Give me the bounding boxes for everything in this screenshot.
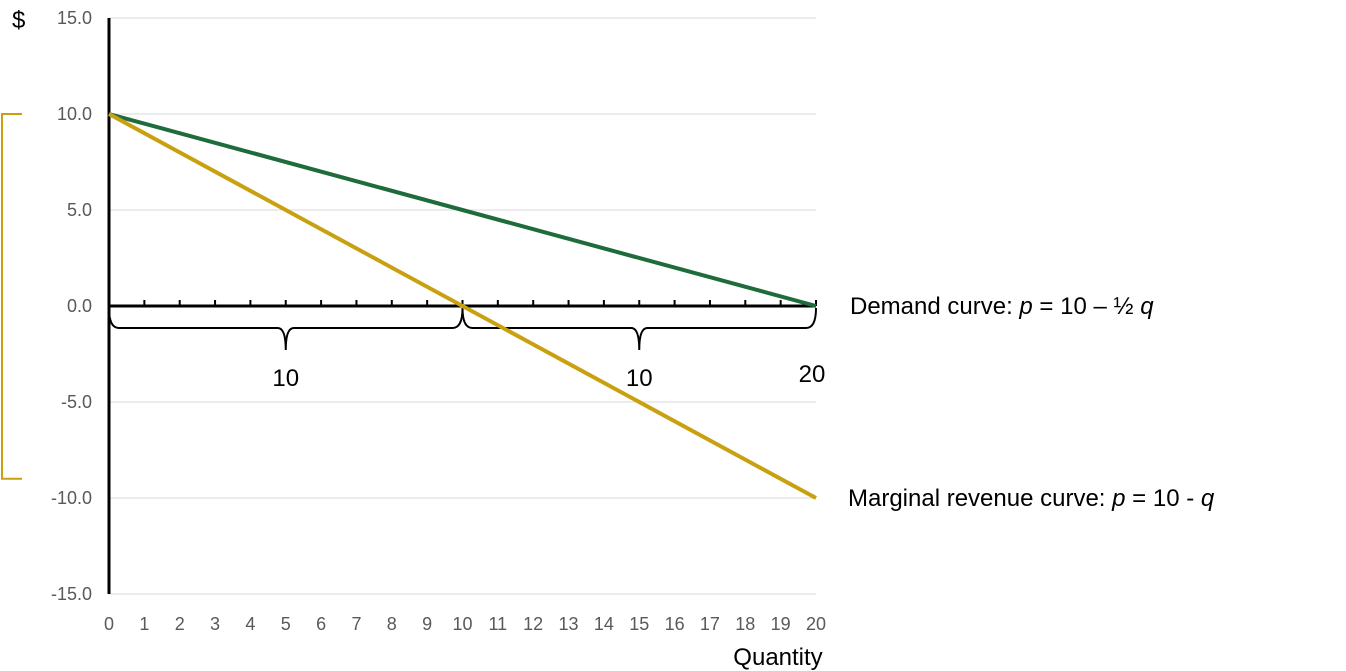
x-tick-label: 6 — [316, 614, 326, 634]
x-tick-label: 12 — [523, 614, 543, 634]
y-tick-labels: 15.0 10.0 5.0 0.0 -5.0 -10.0 -15.0 — [51, 8, 92, 604]
demand-curve-line — [108, 112, 817, 308]
end-label: 20 — [799, 361, 826, 388]
x-axis-label: Quantity — [733, 644, 822, 671]
brace-left-label: 10 — [272, 365, 299, 392]
x-tick-label: 1 — [139, 614, 149, 634]
marginal-revenue-curve-label: Marginal revenue curve: p = 10 - q — [848, 485, 1215, 512]
x-tick-label: 10 — [452, 614, 472, 634]
x-tick-label: 11 — [489, 614, 508, 634]
zero-line-ticks — [143, 300, 817, 306]
x-tick-label: 20 — [806, 614, 826, 634]
brace-right-label: 10 — [626, 365, 653, 392]
series-lines — [108, 112, 817, 500]
x-tick-label: 5 — [281, 614, 291, 634]
x-tick-label: 16 — [665, 614, 685, 634]
x-tick-label: 0 — [104, 614, 114, 634]
x-tick-label: 15 — [629, 614, 649, 634]
y-tick-label: 15.0 — [57, 8, 92, 28]
y-axis-label: $ — [12, 7, 25, 34]
x-tick-label: 7 — [351, 614, 361, 634]
x-tick-label: 9 — [422, 614, 432, 634]
x-tick-labels: 0 1 2 3 4 5 6 7 8 9 10 11 12 13 14 15 16 17 18 19 20 — [104, 614, 826, 634]
left-bracket — [1, 113, 22, 480]
x-tick-label: 3 — [210, 614, 220, 634]
x-tick-label: 2 — [175, 614, 185, 634]
y-tick-label: -5.0 — [61, 392, 92, 412]
x-tick-label: 14 — [594, 614, 614, 634]
x-tick-label: 19 — [771, 614, 791, 634]
marginal-revenue-curve-line — [108, 112, 817, 500]
brace — [108, 307, 464, 351]
x-tick-label: 17 — [700, 614, 720, 634]
brace — [461, 307, 817, 351]
x-tick-label: 18 — [735, 614, 755, 634]
y-tick-label: -15.0 — [51, 584, 92, 604]
y-tick-label: 5.0 — [67, 200, 92, 220]
y-tick-label: -10.0 — [51, 488, 92, 508]
demand-curve-label: Demand curve: p = 10 – ½ q — [850, 293, 1154, 320]
x-tick-label: 4 — [245, 614, 255, 634]
y-tick-label: 10.0 — [57, 104, 92, 124]
braces — [108, 307, 817, 351]
x-tick-label: 13 — [559, 614, 579, 634]
y-tick-label: 0.0 — [67, 296, 92, 316]
x-tick-label: 8 — [387, 614, 397, 634]
